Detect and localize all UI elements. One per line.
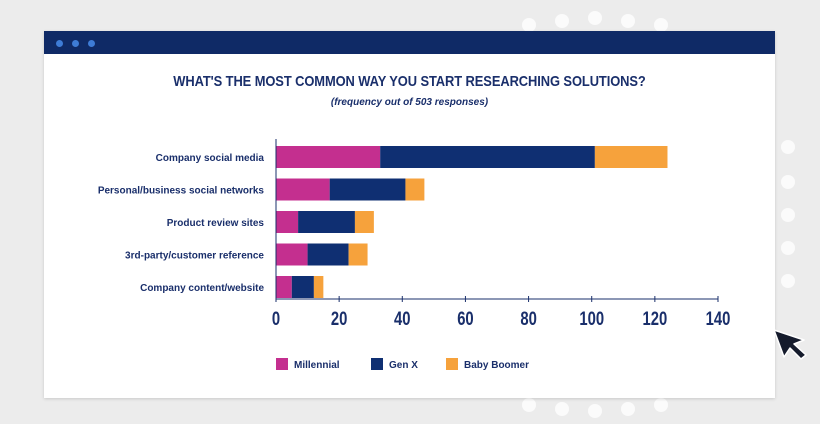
decor-dot xyxy=(588,11,602,25)
category-label: 3rd-party/customer reference xyxy=(125,251,264,262)
decor-dot xyxy=(654,398,668,412)
legend-label: Millennial xyxy=(294,360,340,371)
category-label: Company social media xyxy=(156,153,265,164)
category-label: Product review sites xyxy=(167,218,265,229)
x-tick-label: 20 xyxy=(331,308,347,329)
x-tick-label: 0 xyxy=(272,308,280,329)
decor-dot xyxy=(781,241,795,255)
x-tick-label: 80 xyxy=(520,308,536,329)
x-tick-label: 140 xyxy=(706,308,731,329)
bar-millennial xyxy=(276,146,381,168)
bar-baby-boomer xyxy=(405,178,425,201)
window-dot-2[interactable] xyxy=(72,40,79,47)
x-tick-label: 120 xyxy=(643,308,668,329)
legend-swatch-baby-boomer xyxy=(446,358,458,370)
bar-baby-boomer xyxy=(354,211,374,233)
decor-dot xyxy=(621,402,635,416)
decor-dot xyxy=(588,404,602,418)
chart-subtitle: (frequency out of 503 responses) xyxy=(330,97,489,108)
chart-window: WHAT'S THE MOST COMMON WAY YOU START RES… xyxy=(44,31,775,398)
legend-label: Baby Boomer xyxy=(464,360,529,371)
category-label: Personal/business social networks xyxy=(98,186,265,197)
bar-gen-x xyxy=(380,146,595,168)
bar-millennial xyxy=(276,276,292,298)
bar-baby-boomer xyxy=(348,243,368,266)
bar-millennial xyxy=(276,211,299,233)
decor-dot xyxy=(555,14,569,28)
decor-dot xyxy=(781,274,795,288)
decor-dot xyxy=(654,18,668,32)
legend-swatch-gen-x xyxy=(371,358,383,370)
decor-dot xyxy=(781,208,795,222)
bar-gen-x xyxy=(291,276,314,298)
window-dot-1[interactable] xyxy=(56,40,63,47)
legend-swatch-millennial xyxy=(276,358,288,370)
decor-dot xyxy=(522,18,536,32)
decor-dot xyxy=(781,175,795,189)
chart: Company social media Personal/business so… xyxy=(98,139,731,371)
category-label: Company content/website xyxy=(140,283,264,294)
decor-dot xyxy=(781,140,795,154)
decor-dot xyxy=(522,398,536,412)
window-dot-3[interactable] xyxy=(88,40,95,47)
bar-gen-x xyxy=(307,243,349,266)
bar-millennial xyxy=(276,178,330,201)
bar-baby-boomer xyxy=(594,146,668,168)
x-tick-label: 100 xyxy=(579,308,604,329)
bar-baby-boomer xyxy=(313,276,324,298)
chart-title: WHAT'S THE MOST COMMON WAY YOU START RES… xyxy=(173,73,646,90)
bar-millennial xyxy=(276,243,308,266)
decor-dot xyxy=(621,14,635,28)
bar-gen-x xyxy=(329,178,406,201)
window-titlebar xyxy=(44,31,775,54)
x-tick-label: 60 xyxy=(457,308,473,329)
legend-label: Gen X xyxy=(389,360,418,371)
x-tick-label: 40 xyxy=(394,308,410,329)
arrow-cursor-icon xyxy=(773,329,807,360)
bar-gen-x xyxy=(298,211,355,233)
decor-dot xyxy=(555,402,569,416)
